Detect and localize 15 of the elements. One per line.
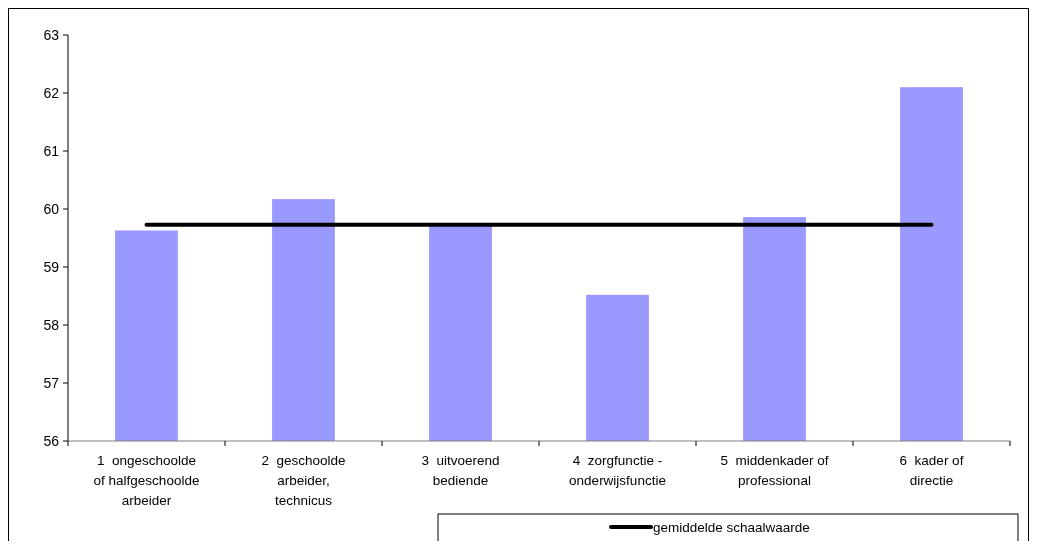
legend-label: gemiddelde schaalwaarde [653, 519, 810, 535]
x-tick-label: 6 kader of directie [899, 453, 964, 488]
y-tick-label: 58 [43, 316, 60, 333]
y-tick-label: 60 [43, 200, 60, 217]
y-tick-label: 57 [43, 374, 60, 391]
x-tick-label: 1 ongeschoolde of halfgeschoolde arbeider [93, 453, 200, 508]
y-tick-label: 59 [43, 258, 60, 275]
y-tick-label: 56 [43, 432, 60, 449]
y-tick-label: 62 [43, 84, 60, 101]
x-tick-label: 2 geschoolde arbeider, technicus [261, 453, 346, 508]
x-tick-label: 3 uitvoerend bediende [421, 453, 500, 488]
y-tick-label: 61 [43, 142, 60, 159]
y-tick-label: 63 [43, 26, 60, 43]
x-tick-label: 5 middenkader of professional [720, 453, 829, 488]
x-tick-label: 4 zorgfunctie - onderwijsfunctie [569, 453, 666, 488]
